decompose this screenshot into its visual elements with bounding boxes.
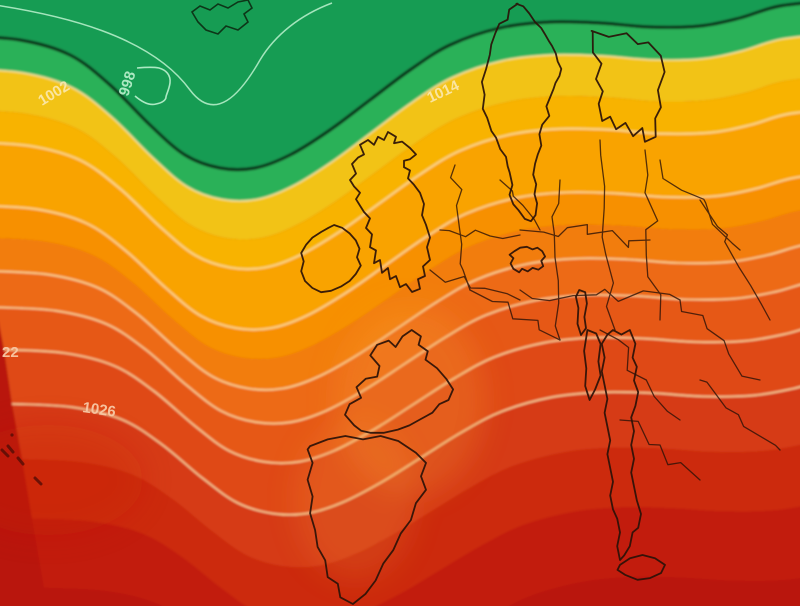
svg-text:22: 22 [2,344,19,361]
